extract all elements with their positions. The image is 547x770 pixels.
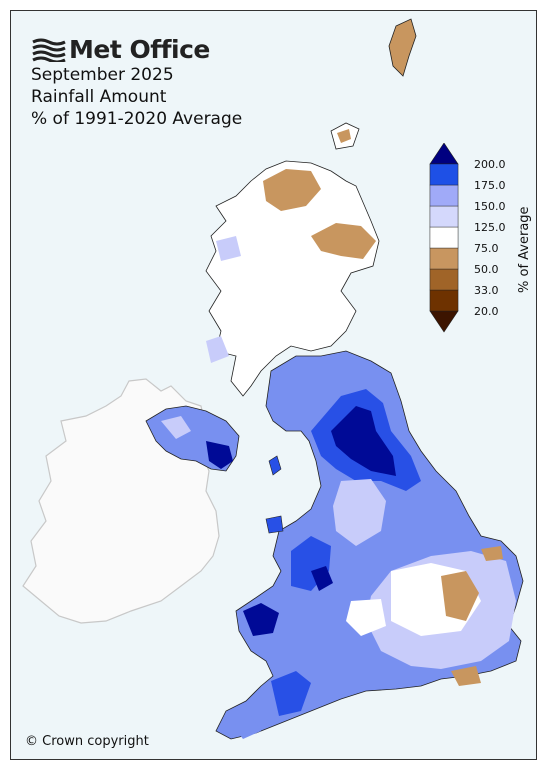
map-title-variable: Rainfall Amount [31,87,167,107]
legend-tick-label: 75.0 [474,242,499,255]
copyright-notice: © Crown copyright [25,734,149,749]
legend-tick-label: 33.0 [474,284,499,297]
map-title-baseline: % of 1991-2020 Average [31,109,243,129]
shetland-islands [388,18,417,77]
met-office-waves-icon [32,38,66,62]
legend-under-triangle [429,310,459,333]
legend-tick-label: 175.0 [474,179,506,192]
scotland [205,160,380,397]
legend-tick-label: 20.0 [474,305,499,318]
legend-tick-label: 200.0 [474,158,506,171]
legend-over-triangle [429,143,459,165]
legend-tick-label: 125.0 [474,221,506,234]
map-frame: Met Office September 2025 Rainfall Amoun… [10,10,537,760]
isle-of-man [268,455,282,476]
uk-rainfall-map [22,18,524,740]
map-header: Met Office September 2025 Rainfall Amoun… [31,35,242,130]
legend-tick-label: 50.0 [474,263,499,276]
anglesey [265,515,284,534]
legend-colour-bar [429,143,459,333]
met-office-logo: Met Office [31,35,242,64]
colour-scale-legend: 200.0 175.0 150.0 125.0 75.0 50.0 33.0 2… [428,143,536,348]
map-title-month: September 2025 [31,65,174,85]
legend-tick-label: 150.0 [474,200,506,213]
legend-axis-label: % of Average [517,206,532,293]
met-office-wordmark: Met Office [69,35,210,64]
